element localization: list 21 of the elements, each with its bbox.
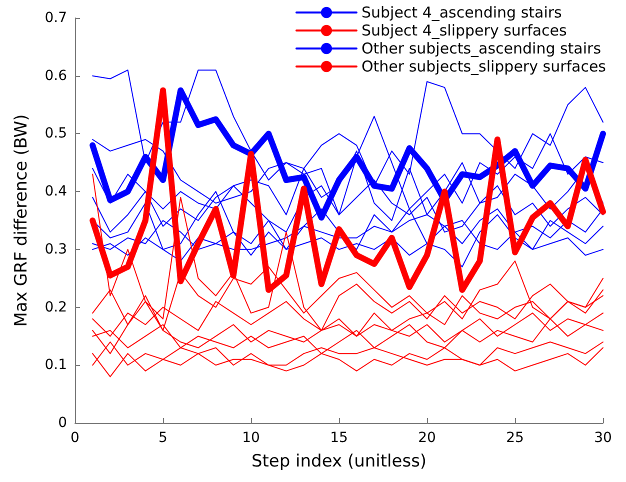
legend-label: Other subjects_slippery surfaces [361, 58, 606, 76]
x-tick-label: 5 [158, 430, 168, 446]
y-tick-label: 0.6 [44, 68, 68, 84]
y-tick-label: 0.5 [44, 126, 67, 142]
x-tick-label: 20 [418, 430, 436, 446]
x-tick-label: 25 [506, 430, 524, 446]
y-tick-label: 0 [58, 415, 67, 431]
legend-label: Other subjects_ascending stairs [361, 40, 602, 58]
y-tick-label: 0.7 [44, 10, 67, 26]
y-tick-label: 0.4 [44, 184, 68, 200]
x-tick-label: 15 [330, 430, 348, 446]
x-tick-label: 0 [70, 430, 80, 446]
x-tick-label: 10 [242, 430, 260, 446]
y-tick-label: 0.1 [44, 357, 67, 374]
legend-label: Subject 4_slippery surfaces [361, 22, 568, 40]
x-axis-title: Step index (unitless) [251, 452, 427, 472]
y-tick-label: 0.2 [44, 299, 67, 316]
x-tick-label: 30 [594, 430, 612, 446]
y-tick-label: 0.3 [44, 241, 67, 258]
legend-label: Subject 4_ascending stairs [361, 4, 562, 22]
y-axis-title: Max GRF difference (BW) [12, 114, 32, 327]
